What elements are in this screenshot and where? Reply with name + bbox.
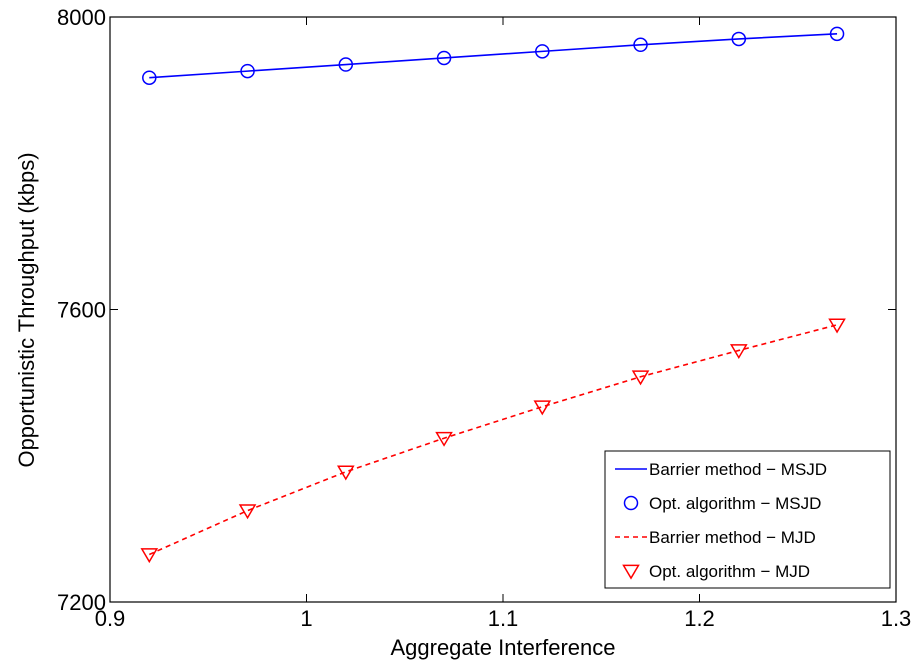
data-point-circle: [338, 57, 354, 72]
data-point-circle: [142, 70, 157, 85]
legend-entry: Opt. algorithm − MJD: [622, 562, 810, 581]
series-line: [149, 33, 838, 79]
data-point-triangle: [828, 318, 846, 334]
series-layer: [140, 26, 846, 564]
x-tick-label: 1: [300, 606, 312, 631]
legend-entry: Barrier method − MSJD: [615, 460, 827, 479]
y-tick-label: 7600: [57, 298, 106, 323]
x-tick-label: 0.9: [95, 606, 126, 631]
data-point-circle: [731, 31, 747, 47]
x-axis-label: Aggregate Interference: [390, 635, 615, 660]
data-point-triangle: [435, 431, 453, 447]
data-point-circle: [535, 44, 550, 59]
series-1: [142, 26, 845, 85]
legend-label: Opt. algorithm − MJD: [649, 562, 810, 581]
y-tick-label: 8000: [57, 5, 106, 30]
legend-label: Opt. algorithm − MSJD: [649, 494, 821, 513]
data-point-circle: [436, 50, 452, 66]
legend-label: Barrier method − MSJD: [649, 460, 827, 479]
legend-entries: Barrier method − MSJD Opt. algorithm − MS…: [615, 460, 827, 581]
data-point-triangle: [729, 344, 748, 360]
axis-tick-labels: 0.9 1 1.1 1.2 1.3 7200 7600 8000: [57, 5, 911, 631]
series-2: [148, 324, 838, 556]
legend-entry: Barrier method − MJD: [615, 528, 816, 547]
legend-entry: Opt. algorithm − MSJD: [623, 494, 821, 513]
series-line: [148, 324, 838, 556]
x-tick-label: 1.2: [684, 606, 715, 631]
x-tick-label: 1.1: [488, 606, 519, 631]
data-point-triangle: [336, 465, 355, 481]
legend-triangle-swatch: [622, 564, 640, 580]
y-tick-label: 7200: [57, 590, 106, 615]
data-point-triangle: [238, 504, 257, 520]
data-point-circle: [633, 37, 648, 53]
legend-box: [604, 450, 891, 589]
data-point-triangle: [140, 548, 159, 564]
y-axis-label: Opportunistic Throughput (kbps): [14, 152, 39, 467]
axis-ticks: [109, 16, 897, 603]
series-3: [140, 318, 846, 564]
x-tick-label: 1.3: [881, 606, 912, 631]
data-point-circle: [240, 63, 255, 79]
series-0: [149, 33, 838, 79]
legend-label: Barrier method − MJD: [649, 528, 816, 547]
data-point-circle: [829, 26, 845, 42]
legend-circle-swatch: [623, 495, 639, 511]
data-point-triangle: [533, 400, 552, 416]
legend: Barrier method − MSJD Opt. algorithm − MS…: [604, 450, 891, 589]
data-point-triangle: [631, 370, 650, 386]
